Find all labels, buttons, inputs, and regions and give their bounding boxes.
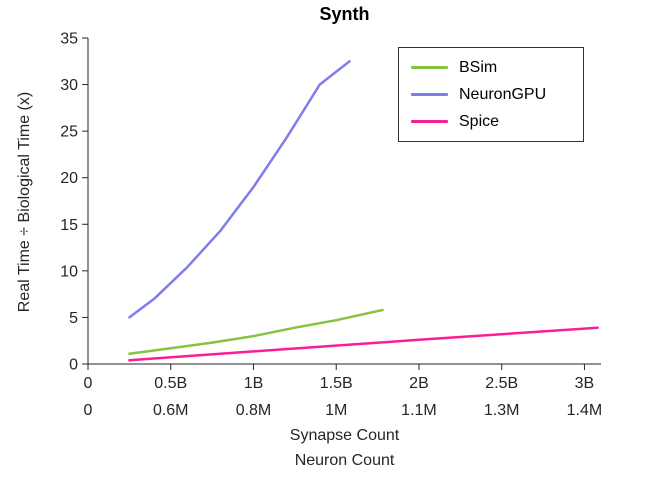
legend-line-swatch	[411, 66, 448, 69]
series-line-bsim	[128, 308, 384, 356]
y-tick-label: 20	[60, 170, 78, 187]
y-tick-label: 15	[60, 217, 78, 234]
x-tick-label-synapse: 1.5B	[320, 375, 353, 392]
y-tick-label: 30	[60, 77, 78, 94]
legend-label: Spice	[459, 112, 500, 130]
legend-line-swatch	[411, 93, 448, 96]
y-tick-label: 0	[69, 357, 78, 374]
x-tick-label-neuron: 1.4M	[567, 402, 603, 419]
x-tick-label-synapse: 1B	[244, 375, 264, 392]
legend-entry-spice: Spice	[399, 108, 583, 135]
x-tick-label-neuron: 0	[84, 402, 93, 419]
legend: BSim NeuronGPU Spice	[398, 47, 584, 142]
x-tick-label-synapse: 0.5B	[154, 375, 187, 392]
legend-entry-neurongpu: NeuronGPU	[399, 81, 583, 108]
x-tick-label-neuron: 0.6M	[153, 402, 189, 419]
x-tick-label-neuron: 1.1M	[401, 402, 437, 419]
x-tick-label-synapse: 0	[84, 375, 93, 392]
x-axis-label-neuron: Neuron Count	[294, 452, 395, 469]
series-line-spice	[128, 326, 599, 362]
chart-title: Synth	[319, 4, 370, 24]
y-tick-label: 10	[60, 263, 78, 280]
x-tick-label-synapse: 3B	[575, 375, 595, 392]
x-axis-label-synapse: Synapse Count	[289, 427, 400, 444]
legend-label: BSim	[459, 58, 498, 76]
x-tick-label-synapse: 2B	[409, 375, 429, 392]
series-line-neurongpu	[128, 60, 351, 319]
y-tick-label: 35	[60, 31, 78, 48]
x-tick-label-synapse: 2.5B	[485, 375, 518, 392]
y-tick-label: 25	[60, 124, 78, 141]
legend-entry-bsim: BSim	[399, 54, 583, 81]
y-tick-label: 5	[69, 310, 78, 327]
x-tick-label-neuron: 1.3M	[484, 402, 520, 419]
legend-line-swatch	[411, 120, 448, 123]
x-tick-label-neuron: 0.8M	[236, 402, 272, 419]
legend-label: NeuronGPU	[459, 85, 547, 103]
x-tick-label-neuron: 1M	[325, 402, 347, 419]
